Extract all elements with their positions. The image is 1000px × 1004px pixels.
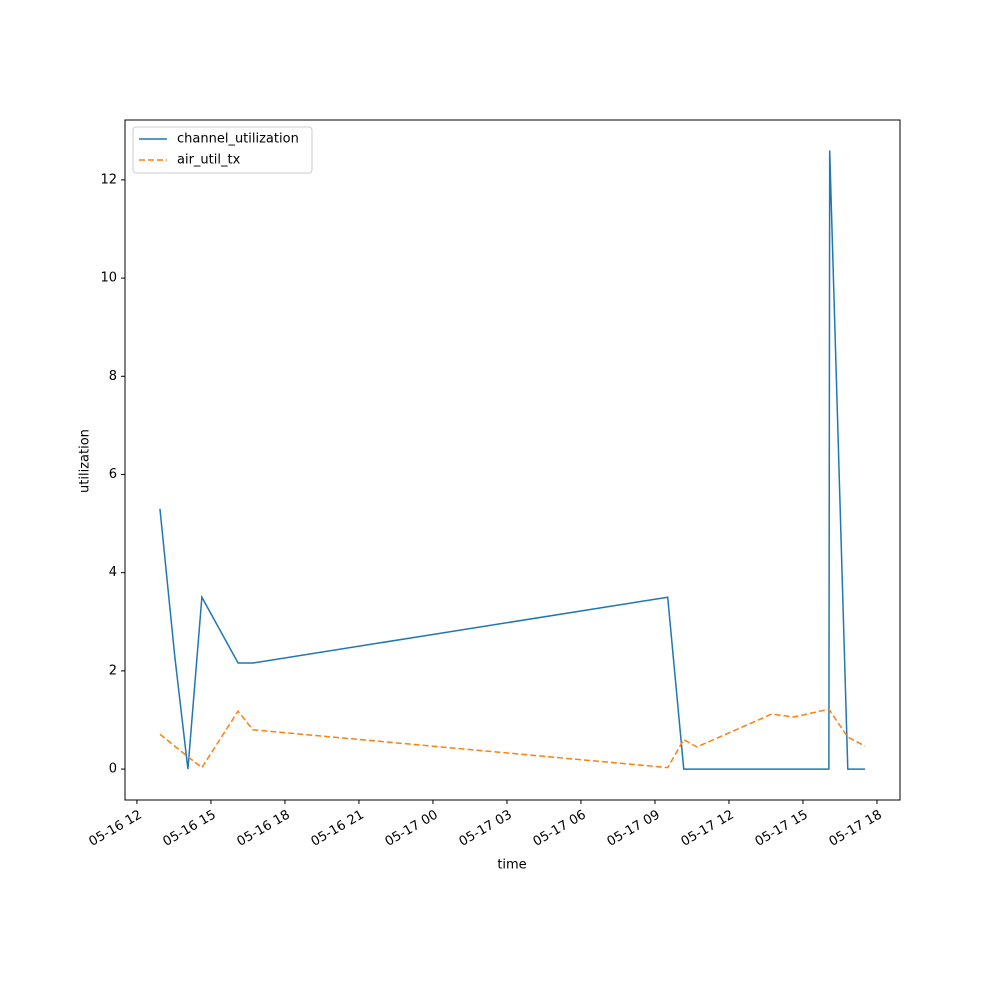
x-tick-label: 05-17 12 (679, 808, 737, 850)
x-tick-label: 05-16 15 (161, 808, 219, 850)
x-tick-label: 05-17 09 (605, 808, 663, 850)
y-tick-label: 0 (109, 762, 117, 777)
y-tick-label: 10 (100, 271, 117, 286)
x-tick-label: 05-16 18 (235, 808, 293, 850)
x-tick-label: 05-16 21 (309, 808, 367, 850)
plot-frame (124, 119, 901, 801)
y-axis-label: utilization (78, 429, 93, 493)
x-tick-label: 05-17 06 (531, 808, 589, 850)
x-tick-label: 05-17 03 (457, 808, 515, 850)
line-series (159, 150, 866, 770)
legend-label: air_util_tx (177, 153, 241, 168)
legend-box (132, 126, 313, 174)
x-tick-label: 05-17 18 (827, 808, 885, 850)
x-axis-label: time (497, 858, 526, 873)
y-tick-label: 2 (109, 663, 117, 678)
y-tick-label: 12 (100, 172, 117, 187)
y-tick-label: 6 (109, 467, 117, 482)
x-tick-label: 05-16 12 (87, 808, 145, 850)
legend-label: channel_utilization (177, 132, 299, 147)
x-tick-label: 05-17 15 (753, 808, 811, 850)
line-series (159, 708, 866, 769)
y-tick-label: 8 (109, 369, 117, 384)
x-tick-label: 05-17 00 (383, 808, 441, 850)
y-tick-label: 4 (109, 565, 117, 580)
